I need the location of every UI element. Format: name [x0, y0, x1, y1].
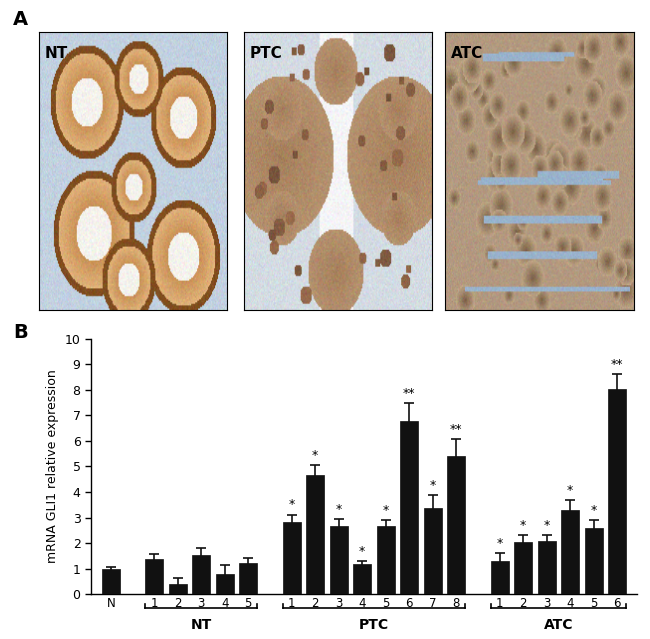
- Text: A: A: [13, 10, 28, 29]
- Text: *: *: [590, 504, 597, 517]
- Bar: [306, 475, 324, 594]
- Bar: [192, 555, 211, 594]
- Bar: [145, 559, 163, 594]
- Text: *: *: [520, 519, 526, 532]
- Text: **: **: [403, 387, 415, 399]
- Text: *: *: [289, 498, 295, 511]
- Bar: [608, 389, 626, 594]
- Bar: [561, 511, 579, 594]
- Bar: [102, 569, 120, 594]
- Text: *: *: [543, 520, 550, 532]
- Bar: [491, 560, 509, 594]
- Bar: [376, 526, 395, 594]
- Bar: [514, 542, 532, 594]
- Bar: [424, 508, 442, 594]
- Y-axis label: mRNA GLI1 relative expression: mRNA GLI1 relative expression: [46, 369, 59, 564]
- Text: *: *: [335, 504, 342, 516]
- Text: ATC: ATC: [543, 618, 573, 632]
- Text: **: **: [450, 423, 462, 436]
- Text: *: *: [497, 537, 502, 550]
- Bar: [584, 528, 603, 594]
- Bar: [447, 456, 465, 594]
- Bar: [283, 522, 301, 594]
- Text: *: *: [430, 479, 436, 492]
- Text: PTC: PTC: [359, 618, 389, 632]
- Bar: [239, 563, 257, 594]
- Bar: [169, 584, 187, 594]
- Text: *: *: [383, 504, 389, 518]
- Text: *: *: [567, 484, 573, 497]
- Text: B: B: [13, 323, 28, 342]
- Bar: [216, 574, 234, 594]
- Bar: [538, 541, 556, 594]
- Text: NT: NT: [190, 618, 212, 632]
- Bar: [400, 421, 418, 594]
- Text: PTC: PTC: [250, 46, 282, 61]
- Text: NT: NT: [45, 46, 68, 61]
- Bar: [353, 564, 371, 594]
- Text: *: *: [312, 449, 318, 462]
- Text: ATC: ATC: [451, 46, 483, 61]
- Text: *: *: [359, 545, 365, 558]
- Bar: [330, 526, 348, 594]
- Text: **: **: [611, 358, 623, 371]
